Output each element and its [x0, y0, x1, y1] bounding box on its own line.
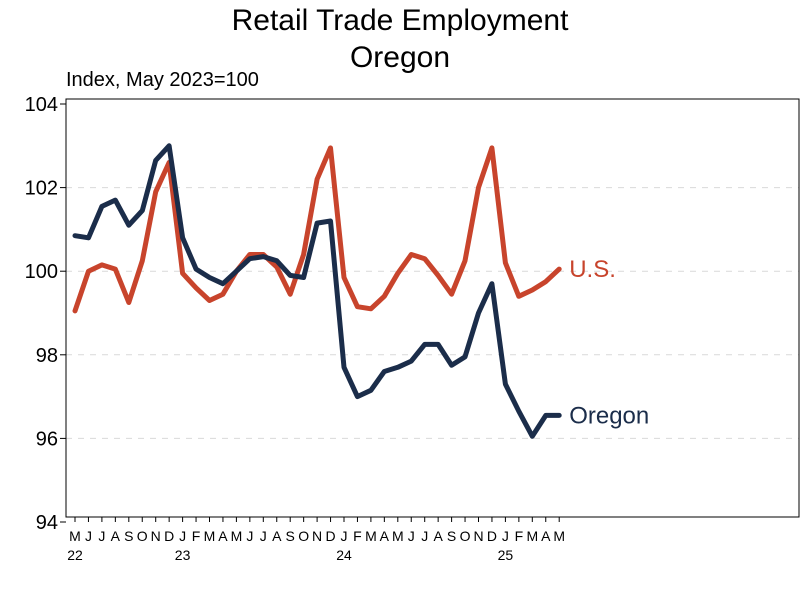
x-tick-label: J: [502, 528, 509, 544]
x-tick-label: M: [69, 528, 81, 544]
x-tick-label: S: [447, 528, 456, 544]
x-tick-label: M: [553, 528, 565, 544]
x-tick-label: M: [526, 528, 538, 544]
x-tick-label: A: [541, 528, 551, 544]
x-tick-label: J: [246, 528, 253, 544]
y-tick-label: 98: [36, 345, 58, 367]
x-tick-label: M: [204, 528, 216, 544]
x-tick-label: M: [365, 528, 377, 544]
series-line-oregon: [72, 143, 562, 439]
x-tick-label: J: [341, 528, 348, 544]
x-tick-label: F: [192, 528, 201, 544]
x-year-label: 23: [175, 547, 191, 563]
series-layer: U.S. Oregon: [72, 143, 649, 439]
series-label-u-s: U.S.: [569, 256, 616, 283]
x-tick-label: J: [179, 528, 186, 544]
x-tick-label: F: [515, 528, 524, 544]
x-tick-label: O: [137, 528, 148, 544]
x-tick-label: N: [151, 528, 161, 544]
x-tick-label: M: [392, 528, 404, 544]
x-tick-label: J: [98, 528, 105, 544]
x-tick-label: F: [353, 528, 362, 544]
x-tick-label: D: [164, 528, 174, 544]
chart-title: Retail Trade Employment: [232, 4, 569, 37]
x-tick-label: D: [325, 528, 335, 544]
x-tick-label: A: [218, 528, 228, 544]
x-tick-label: M: [231, 528, 243, 544]
y-tick-label: 96: [36, 428, 58, 450]
x-year-label: 24: [336, 547, 352, 563]
x-year-label: 25: [498, 547, 514, 563]
x-tick-label: A: [111, 528, 121, 544]
chart-subtitle: Oregon: [350, 41, 450, 74]
x-tick-label: D: [487, 528, 497, 544]
x-tick-label: J: [85, 528, 92, 544]
x-tick-label: J: [421, 528, 428, 544]
x-tick-label: J: [260, 528, 267, 544]
y-tick-label: 104: [25, 94, 58, 116]
series-label-oregon: Oregon: [569, 402, 649, 429]
x-tick-label: A: [433, 528, 443, 544]
series-line-u-s: [72, 145, 562, 314]
y-axis-label: Index, May 2023=100: [66, 69, 259, 91]
y-tick-label: 94: [36, 512, 58, 534]
gridlines: [66, 187, 799, 439]
x-tick-label: S: [286, 528, 295, 544]
y-tick-label: 100: [25, 261, 58, 283]
x-tick-label: A: [380, 528, 390, 544]
x-year-label: 22: [67, 547, 83, 563]
x-tick-label: O: [460, 528, 471, 544]
x-tick-label: S: [124, 528, 133, 544]
plot-frame: [65, 98, 800, 518]
x-tick-label: J: [408, 528, 415, 544]
x-tick-label: A: [272, 528, 282, 544]
x-tick-label: N: [312, 528, 322, 544]
x-tick-label: O: [298, 528, 309, 544]
x-tick-label: N: [473, 528, 483, 544]
y-axis: 94 96 98 100 102 104: [25, 94, 66, 534]
y-tick-label: 102: [25, 178, 58, 200]
x-axis: M J J A S O N D J F M A M J J A S O N D J F M A M J J A S O N D J F M A M22 2…: [67, 517, 565, 563]
